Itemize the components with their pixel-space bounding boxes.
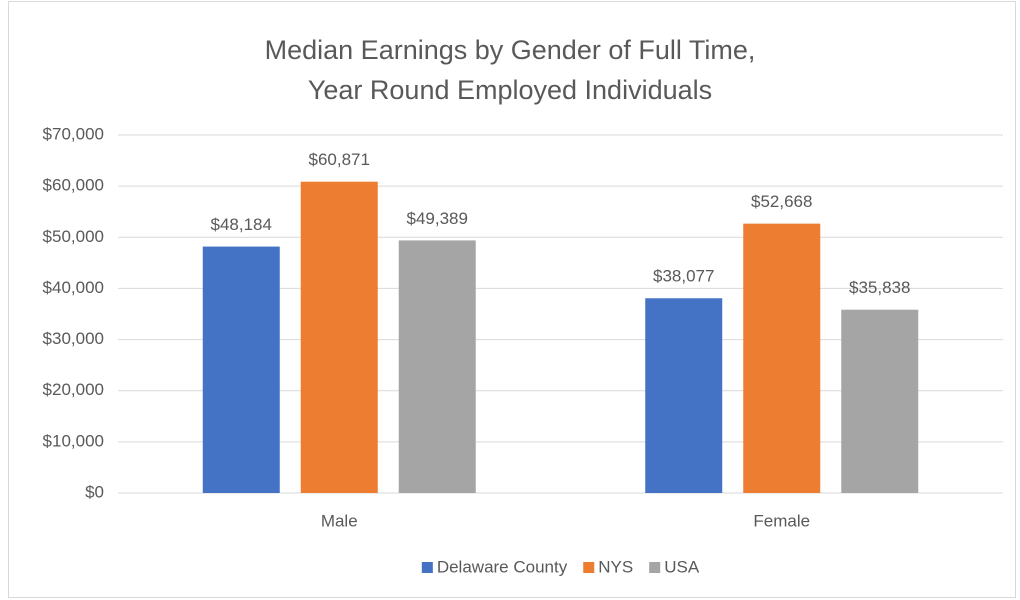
y-tick-label: $20,000	[43, 380, 104, 399]
y-tick-label: $0	[85, 482, 104, 501]
legend-swatch	[649, 562, 661, 573]
legend-label: NYS	[598, 557, 633, 576]
bar	[300, 181, 378, 494]
chart-border	[8, 1, 1016, 598]
legend-label: Delaware County	[437, 557, 568, 576]
data-label: $35,838	[849, 278, 910, 297]
y-tick-label: $40,000	[43, 278, 104, 297]
x-tick-label: Female	[753, 511, 810, 530]
bar	[645, 298, 723, 493]
bar	[202, 246, 280, 493]
bar	[841, 309, 919, 493]
data-label: $52,668	[751, 192, 812, 211]
legend-swatch	[583, 562, 595, 573]
y-tick-label: $70,000	[43, 124, 104, 143]
y-tick-label: $60,000	[43, 176, 104, 195]
y-tick-label: $30,000	[43, 329, 104, 348]
bar	[398, 240, 476, 493]
bar	[743, 223, 821, 493]
x-tick-label: Male	[321, 511, 358, 530]
data-label: $48,184	[211, 215, 272, 234]
legend-label: USA	[664, 557, 700, 576]
y-tick-label: $10,000	[43, 431, 104, 450]
chart-title: Median Earnings by Gender of Full Time, …	[264, 35, 756, 105]
legend-swatch	[421, 562, 433, 573]
y-tick-label: $50,000	[43, 227, 104, 246]
data-label: $49,389	[407, 209, 468, 228]
data-label: $60,871	[309, 150, 370, 169]
data-label: $38,077	[653, 267, 714, 286]
